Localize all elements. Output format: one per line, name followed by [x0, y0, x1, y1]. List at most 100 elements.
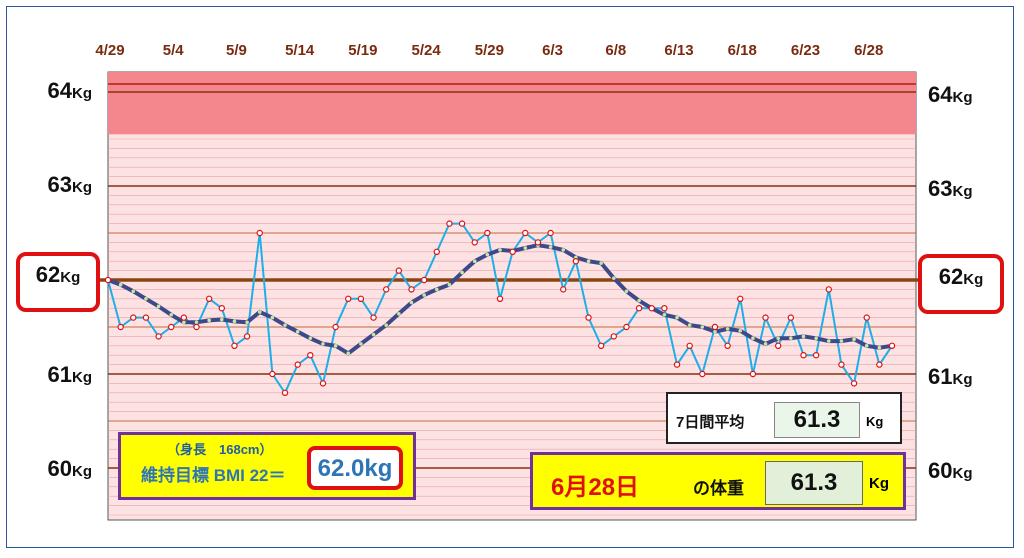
daily-point	[357, 295, 365, 302]
average-point	[321, 342, 325, 346]
bmi-target-label: 維持目標 BMI 22＝	[141, 466, 286, 485]
average-point	[814, 336, 818, 341]
daily-point	[534, 239, 542, 246]
average-point	[472, 259, 477, 264]
average-point	[447, 282, 452, 287]
daily-point	[800, 352, 807, 359]
daily-point	[686, 342, 693, 349]
y-label-left-61: 61Kg	[47, 362, 92, 387]
daily-point	[522, 229, 529, 237]
average-point	[156, 304, 161, 309]
daily-point	[332, 323, 339, 331]
average-point	[599, 261, 603, 265]
daily-point	[484, 229, 491, 237]
x-tick-label: 6/13	[664, 42, 694, 59]
seven-day-average-unit: Kg	[866, 414, 884, 429]
average-point	[637, 298, 641, 303]
average-point	[864, 344, 869, 348]
average-point	[359, 342, 363, 346]
average-point	[257, 310, 262, 314]
daily-point	[812, 352, 820, 359]
daily-point	[142, 314, 150, 321]
daily-point	[787, 314, 795, 321]
daily-point	[547, 229, 554, 237]
daily-point	[648, 305, 655, 312]
x-tick-label: 5/19	[348, 42, 378, 59]
daily-point	[281, 389, 289, 396]
average-point	[207, 318, 211, 323]
daily-point	[699, 370, 706, 378]
average-point	[384, 323, 388, 327]
upper-band	[108, 72, 916, 135]
average-point	[220, 317, 224, 322]
seven-day-average-value: 61.3	[774, 402, 860, 438]
daily-point	[585, 314, 592, 321]
average-point	[877, 345, 882, 350]
average-point	[422, 293, 426, 297]
daily-point	[395, 267, 403, 274]
average-point	[586, 259, 591, 264]
seven-day-average-box: 7日間平均 61.3 Kg	[666, 392, 902, 444]
y-label-left-63: 63Kg	[47, 172, 92, 197]
y-label-right-62-target: 62Kg	[918, 254, 1004, 314]
daily-point	[446, 220, 453, 227]
average-point	[434, 287, 439, 292]
daily-point	[231, 342, 238, 349]
daily-point	[711, 323, 719, 331]
average-point	[485, 252, 490, 257]
height-note: （身長 168cm）	[167, 442, 273, 457]
average-point	[561, 248, 566, 252]
average-point	[826, 339, 831, 343]
daily-point	[117, 323, 124, 331]
average-point	[523, 246, 528, 250]
x-tick-label: 5/9	[226, 42, 247, 59]
average-point	[548, 245, 553, 249]
daily-point	[130, 314, 137, 321]
weight-of-label: の体重	[693, 479, 744, 498]
x-tick-label: 5/29	[474, 42, 504, 59]
average-point	[270, 315, 275, 320]
daily-point	[269, 370, 276, 378]
average-point	[460, 270, 464, 275]
daily-point	[560, 286, 567, 293]
daily-point	[635, 305, 643, 312]
daily-point	[610, 333, 618, 340]
average-point	[713, 329, 717, 334]
average-point	[675, 315, 679, 320]
daily-point	[104, 276, 112, 284]
daily-point	[294, 361, 301, 368]
daily-point	[370, 314, 377, 321]
y-label-left-64: 64Kg	[47, 78, 92, 103]
average-point	[346, 351, 351, 356]
daily-point	[724, 342, 731, 349]
average-point	[852, 337, 856, 342]
average-point	[169, 312, 174, 317]
daily-point	[572, 258, 580, 265]
y-label-left-62-target: 62Kg	[16, 252, 100, 312]
daily-point	[749, 370, 757, 378]
daily-point	[218, 305, 226, 312]
average-point	[662, 312, 667, 317]
average-point	[333, 344, 338, 348]
x-tick-label: 6/8	[605, 42, 627, 59]
daily-point	[509, 248, 516, 255]
average-point	[118, 282, 123, 287]
daily-point	[838, 361, 845, 368]
bmi-target-box: （身長 168cm） 維持目標 BMI 22＝ 62.0kg	[118, 432, 416, 500]
x-tick-label: 4/29	[95, 42, 125, 59]
average-point	[232, 319, 237, 324]
average-point	[789, 336, 793, 341]
current-weight-value: 61.3	[765, 461, 863, 505]
daily-point	[205, 295, 213, 302]
daily-point	[597, 342, 605, 349]
x-tick-label: 5/14	[285, 42, 315, 59]
average-point	[295, 329, 300, 334]
average-point	[624, 289, 629, 294]
daily-point	[825, 286, 832, 293]
average-point	[725, 327, 730, 331]
daily-point	[661, 305, 668, 312]
average-point	[245, 320, 249, 325]
daily-point	[420, 276, 428, 284]
daily-point	[382, 286, 390, 293]
x-tick-label: 6/18	[727, 42, 757, 59]
